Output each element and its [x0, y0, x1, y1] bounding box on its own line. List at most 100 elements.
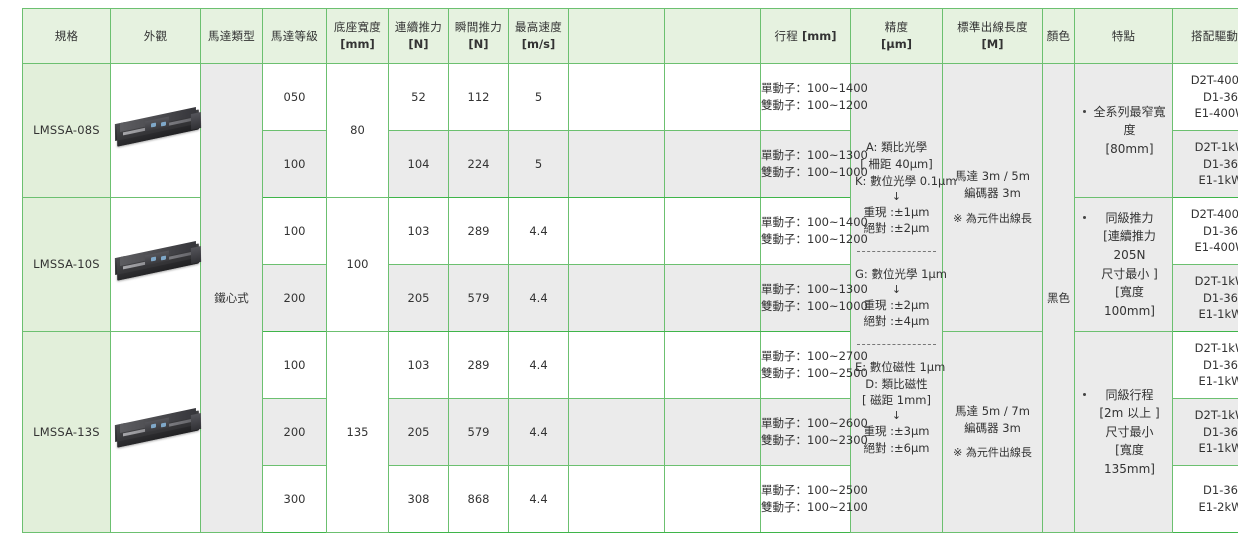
driver-line: D2T-400W — [1190, 206, 1238, 221]
max-speed-cell: 5 — [508, 130, 569, 198]
actuator-port-2 — [161, 121, 166, 126]
col-accuracy-unit: [μm] — [881, 37, 912, 51]
accuracy-absolute: 絕對 :±6μm — [863, 440, 930, 455]
down-arrow-icon: ↓ — [891, 189, 902, 203]
col-base-width: 底座寬度 [mm] — [326, 8, 389, 64]
list-item: 同級行程 [2m 以上 ] 尺寸最小 [寬度 135mm] — [1083, 386, 1166, 479]
driver-cell: D2T-1kW D1-36 E1-1kW — [1172, 264, 1238, 332]
continuous-force-cell: 205 — [388, 398, 449, 466]
col-features-label: 特點 — [1111, 28, 1136, 43]
list-item: 全系列最窄寬度 [80mm] — [1083, 103, 1166, 159]
peak-force-cell: 579 — [448, 398, 509, 466]
driver-line: D1-36 — [1203, 156, 1238, 171]
table-body: LMSSA-08S 鐵心式 050 — [22, 63, 1238, 533]
col-blank-2 — [664, 8, 761, 64]
feature-detail: [2m 以上 ] — [1099, 406, 1160, 421]
stroke-line-single: 單動子：100~1400 — [761, 215, 868, 230]
driver-line: E1-400W — [1194, 106, 1238, 121]
driver-line: D2T-1kW — [1194, 407, 1238, 422]
col-color: 顏色 — [1042, 8, 1075, 64]
peak-force-cell: 868 — [448, 465, 509, 533]
stroke-line-single: 單動子：100~1300 — [761, 148, 868, 163]
max-speed-cell: 4.4 — [508, 197, 569, 265]
blank-cell-1 — [568, 264, 665, 332]
motor-type-cell: 鐵心式 — [200, 63, 263, 533]
motor-grade-cell: 100 — [262, 197, 327, 265]
feature-detail: 尺寸最小 — [1105, 424, 1154, 439]
blank-cell-2 — [664, 63, 761, 131]
col-cable-length-label: 標準出線長度 — [957, 20, 1028, 35]
linear-actuator-image — [111, 240, 207, 290]
cable-note: ※ 為元件出線長 — [953, 211, 1032, 225]
peak-force-cell: 112 — [448, 63, 509, 131]
linear-actuator-image — [111, 106, 207, 156]
table-row: 200 205 579 4.4 單動子：100~2600 雙動子：100~230… — [23, 398, 1238, 466]
peak-force-cell: 579 — [448, 264, 509, 332]
col-color-label: 顏色 — [1046, 28, 1071, 43]
driver-line: D1-36 — [1203, 290, 1238, 305]
feature-title: 全系列最窄寬度 — [1093, 104, 1166, 138]
cable-motor-length: 馬達 5m / 7m — [955, 403, 1030, 418]
accuracy-line: D: 類比磁性 — [865, 376, 928, 391]
feature-detail: 尺寸最小 ] — [1101, 266, 1158, 281]
blank-cell-2 — [664, 331, 761, 399]
col-accuracy: 精度 [μm] — [850, 8, 943, 64]
driver-line: E1-1kW — [1198, 307, 1238, 322]
accuracy-line: E: 數位磁性 1μm — [855, 360, 946, 375]
accuracy-repeatability: 重現 :±2μm — [863, 297, 930, 312]
driver-line: D2T-1kW — [1194, 273, 1238, 288]
base-width-cell: 100 — [326, 197, 389, 332]
stroke-line-double: 雙動子：100~2300 — [761, 433, 868, 447]
accuracy-line: K: 數位光學 0.1μm — [855, 173, 957, 188]
continuous-force-cell: 104 — [388, 130, 449, 198]
col-model: 規格 — [22, 8, 111, 64]
col-continuous-force-unit: [N] — [408, 37, 429, 51]
stroke-cell: 單動子：100~1400 雙動子：100~1200 — [760, 63, 868, 131]
col-blank-1 — [568, 8, 665, 64]
table-row: LMSSA-08S 鐵心式 050 — [22, 63, 1238, 533]
stroke-cell: 單動子：100~2500 雙動子：100~2100 — [760, 465, 868, 533]
actuator-end-right — [190, 412, 202, 432]
continuous-force-cell: 205 — [388, 264, 449, 332]
col-cable-length: 標準出線長度 [M] — [942, 8, 1043, 64]
blank-cell-1 — [568, 398, 665, 466]
stroke-line-single: 單動子：100~1300 — [761, 282, 868, 297]
blank-cell-1 — [568, 331, 665, 399]
header-row: 規格 外觀 馬達類型 馬達等級 底座寬度 [mm] 連續推力 [N] 瞬間推力 [N]… — [22, 8, 1238, 64]
stroke-line-double: 雙動子：100~2100 — [761, 500, 868, 514]
down-arrow-icon: ↓ — [891, 409, 902, 423]
col-stroke-unit: [mm] — [802, 28, 837, 43]
blank-cell-1 — [568, 130, 665, 198]
feature-title: 同級推力 — [1105, 210, 1154, 225]
stroke-cell: 單動子：100~1300 雙動子：100~1000 — [760, 130, 868, 198]
driver-line: E1-1kW — [1198, 374, 1238, 389]
blank-cell-2 — [664, 197, 761, 265]
cable-length-cell: 馬達 5m / 7m 編碼器 3m ※ 為元件出線長 — [942, 331, 1043, 533]
col-stroke: 行程 [mm] — [760, 8, 851, 64]
accuracy-block-magnetic: E: 數位磁性 1μm D: 類比磁性 [ 磁距 1mm] ↓ 重現 :±3μm… — [851, 357, 946, 458]
model-cell: LMSSA-10S — [22, 197, 111, 332]
accuracy-absolute: 絕對 :±4μm — [863, 314, 930, 329]
appearance-cell — [110, 331, 202, 533]
col-peak-force: 瞬間推力 [N] — [448, 8, 509, 64]
feature-title: 同級行程 — [1105, 387, 1154, 402]
driver-line: D1-36 — [1203, 357, 1238, 372]
max-speed-cell: 4.4 — [508, 264, 569, 332]
accuracy-block-optical-g: G: 數位光學 1μm ↓ 重現 :±2μm 絕對 :±4μm — [851, 264, 947, 332]
blank-cell-2 — [664, 264, 761, 332]
col-motor-grade-label: 馬達等級 — [270, 28, 319, 43]
peak-force-cell: 224 — [448, 130, 509, 198]
accuracy-repeatability: 重現 :±1μm — [863, 204, 930, 219]
continuous-force-cell: 103 — [388, 197, 449, 265]
blank-cell-1 — [568, 465, 665, 533]
base-width-cell: 135 — [326, 331, 389, 533]
cable-encoder-length: 編碼器 3m — [964, 420, 1021, 435]
actuator-end-right — [190, 111, 202, 130]
stroke-cell: 單動子：100~1300 雙動子：100~1000 — [760, 264, 868, 332]
motor-grade-cell: 050 — [262, 63, 327, 131]
stroke-line-double: 雙動子：100~1200 — [761, 232, 868, 246]
driver-line: D1-36 — [1203, 424, 1238, 439]
accuracy-line: A: 類比光學 — [865, 140, 928, 155]
driver-cell: D1-36 E1-2kW — [1172, 465, 1238, 533]
